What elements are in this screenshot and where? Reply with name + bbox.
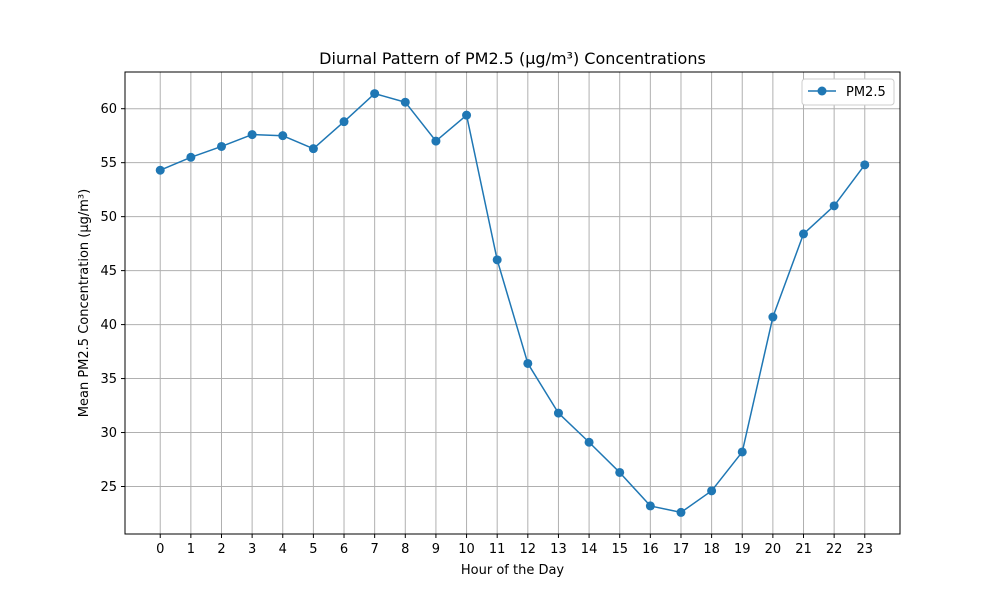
- x-tick-label: 13: [550, 542, 567, 557]
- data-point: [860, 160, 870, 170]
- x-tick-label: 5: [309, 542, 317, 557]
- x-tick-label: 17: [673, 542, 690, 557]
- chart-title: Diurnal Pattern of PM2.5 (µg/m³) Concent…: [319, 49, 706, 68]
- x-tick-label: 9: [432, 542, 440, 557]
- y-axis-label: Mean PM2.5 Concentration (µg/m³): [77, 189, 92, 417]
- y-tick-label: 60: [100, 102, 117, 117]
- x-tick-label: 19: [734, 542, 751, 557]
- x-tick-label: 15: [611, 542, 628, 557]
- data-point: [216, 141, 226, 151]
- x-tick-label: 23: [856, 542, 873, 557]
- legend-label: PM2.5: [846, 85, 886, 100]
- x-tick-label: 10: [458, 542, 475, 557]
- x-tick-label: 3: [248, 542, 256, 557]
- data-point: [707, 486, 717, 496]
- data-point: [615, 467, 625, 477]
- x-tick-label: 0: [156, 542, 164, 557]
- data-point: [247, 130, 257, 140]
- legend: PM2.5: [801, 78, 895, 106]
- x-tick-label: 21: [795, 542, 812, 557]
- x-tick-label: 12: [520, 542, 537, 557]
- y-tick-label: 35: [100, 372, 117, 387]
- data-point: [799, 229, 809, 239]
- x-tick-label: 20: [765, 542, 782, 557]
- y-tick-label: 55: [100, 156, 117, 171]
- data-point: [676, 507, 686, 517]
- data-point: [155, 165, 165, 175]
- data-point: [584, 437, 594, 447]
- series-layer: [155, 89, 870, 517]
- x-tick-label: 18: [703, 542, 720, 557]
- data-point: [523, 358, 533, 368]
- data-point: [339, 117, 349, 127]
- x-tick-label: 14: [581, 542, 598, 557]
- y-tick-label: 45: [100, 264, 117, 279]
- x-axis-ticks: 0 1 2 3 4 5 6 7 8 9 10 11 12 13 14 15 16 17 18 19 20 21 22 23: [156, 534, 873, 557]
- data-point: [829, 201, 839, 211]
- x-tick-label: 22: [826, 542, 843, 557]
- x-tick-label: 8: [401, 542, 409, 557]
- data-point: [737, 447, 747, 457]
- x-tick-label: 16: [642, 542, 659, 557]
- x-tick-label: 7: [371, 542, 379, 557]
- y-tick-label: 25: [100, 480, 117, 495]
- x-tick-label: 4: [279, 542, 287, 557]
- data-point: [462, 110, 472, 120]
- legend-box: [801, 78, 895, 106]
- y-tick-label: 40: [100, 318, 117, 333]
- data-point: [400, 97, 410, 107]
- series-line: [159, 92, 866, 514]
- data-point: [553, 408, 563, 418]
- x-tick-label: 1: [187, 542, 195, 557]
- y-tick-label: 50: [100, 210, 117, 225]
- plot-area-frame: [124, 71, 901, 535]
- data-point: [308, 144, 318, 154]
- data-point: [278, 131, 288, 141]
- legend-marker-swatch: [817, 86, 827, 96]
- y-axis-ticks: 25 30 35 40 45 50 55 60: [100, 102, 125, 495]
- data-point: [645, 501, 655, 511]
- data-point: [431, 136, 441, 146]
- y-tick-label: 30: [100, 426, 117, 441]
- x-axis-label: Hour of the Day: [461, 563, 565, 578]
- data-point: [492, 255, 502, 265]
- data-point: [370, 89, 380, 99]
- x-tick-label: 2: [217, 542, 225, 557]
- x-tick-label: 11: [489, 542, 506, 557]
- data-point: [186, 152, 196, 162]
- data-point: [768, 312, 778, 322]
- x-tick-label: 6: [340, 542, 348, 557]
